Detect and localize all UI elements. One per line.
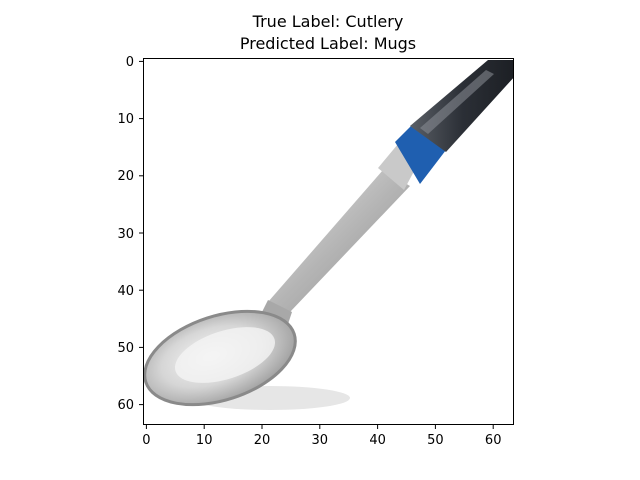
x-tick-label: 30 — [312, 433, 329, 448]
x-tick-label: 0 — [142, 433, 150, 448]
handle-black — [410, 60, 513, 152]
axes-frame — [143, 58, 514, 425]
handle-highlight — [420, 70, 494, 134]
x-axis: 0 10 20 30 40 50 60 — [142, 424, 502, 448]
x-tick-label: 40 — [369, 433, 386, 448]
title-line-1: True Label: Cutlery — [252, 12, 404, 31]
spoon-picture — [143, 60, 513, 410]
handle-blue-band — [395, 124, 446, 184]
y-tick-label: 0 — [126, 55, 134, 70]
y-tick-label: 30 — [117, 227, 134, 242]
x-tick-label: 60 — [485, 433, 502, 448]
x-tick-label: 20 — [254, 433, 271, 448]
spoon-shaft — [268, 170, 410, 312]
title-line-2: Predicted Label: Mugs — [240, 34, 416, 53]
y-tick-label: 20 — [117, 169, 134, 184]
y-axis: 0 10 20 30 40 50 60 — [117, 55, 144, 413]
x-tick-label: 50 — [427, 433, 444, 448]
x-tick-label: 10 — [196, 433, 213, 448]
y-tick-label: 60 — [117, 398, 134, 413]
y-tick-label: 10 — [117, 112, 134, 127]
image-area — [143, 58, 514, 425]
spoon-bowl-highlight — [174, 327, 276, 383]
y-tick-label: 40 — [117, 284, 134, 299]
y-tick-label: 50 — [117, 341, 134, 356]
